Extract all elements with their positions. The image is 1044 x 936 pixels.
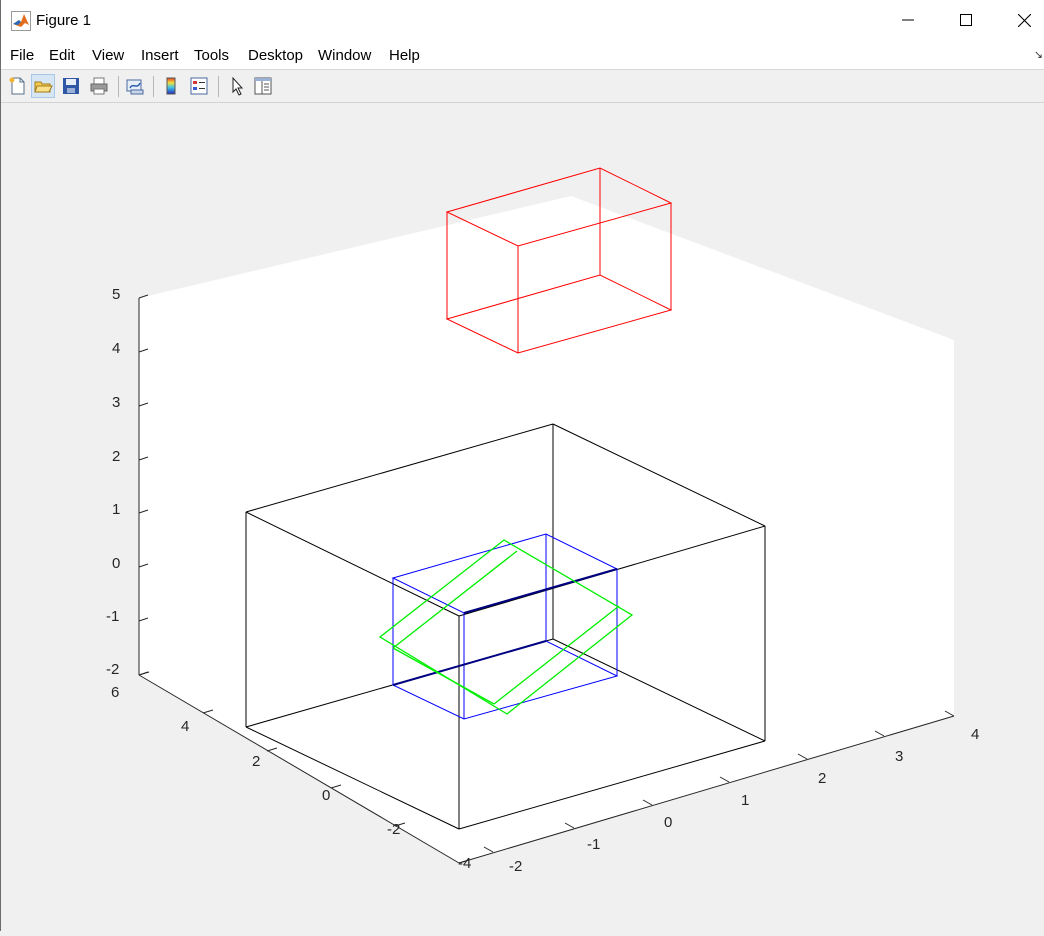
- z-tick-label: 4: [112, 340, 120, 357]
- property-inspector-icon: [254, 77, 272, 95]
- y-tick-labels: 6 4 2 0 -2 -4: [111, 684, 471, 872]
- open-file-icon: [34, 81, 53, 93]
- menu-file[interactable]: File: [10, 47, 35, 64]
- menu-bar: File Edit View Insert Tools Desktop Wind…: [1, 40, 1044, 70]
- close-icon: [1017, 13, 1031, 27]
- minimize-button[interactable]: [879, 0, 937, 40]
- z-tick-label: -1: [106, 608, 119, 625]
- insert-legend-button[interactable]: [187, 74, 211, 98]
- x-tick-label: 3: [895, 748, 903, 765]
- save-button[interactable]: [59, 74, 83, 98]
- new-figure-icon: [9, 77, 25, 95]
- y-tick-label: -2: [387, 821, 400, 838]
- title-bar[interactable]: Figure 1: [1, 0, 1044, 40]
- x-tick-label: 1: [741, 792, 749, 809]
- insert-colorbar-button[interactable]: [159, 74, 183, 98]
- x-axis-line: [458, 715, 955, 864]
- green-box: [378, 539, 634, 715]
- figure-toolbar: [1, 70, 1044, 103]
- window-title: Figure 1: [36, 12, 92, 29]
- new-figure-button[interactable]: [5, 74, 29, 98]
- x-tick-label: 4: [971, 726, 979, 743]
- z-tick-label: 2: [112, 448, 120, 465]
- x-tick-label: -1: [587, 836, 600, 853]
- property-inspector-button[interactable]: [251, 74, 275, 98]
- menu-edit[interactable]: Edit: [49, 47, 75, 64]
- matlab-logo-icon: [11, 11, 31, 31]
- x-tick-label: 2: [818, 770, 826, 787]
- z-tick-label: 0: [112, 555, 120, 572]
- menu-window[interactable]: Window: [318, 47, 372, 64]
- z-tick-label: 1: [112, 501, 120, 518]
- save-icon: [63, 78, 79, 94]
- minimize-icon: [902, 19, 914, 21]
- menu-insert[interactable]: Insert: [141, 47, 179, 64]
- y-axis-line: [138, 674, 460, 864]
- axes-3d[interactable]: 5 4 3 2 1 0 -1 -2 6 4 2: [1, 103, 1044, 931]
- menu-tools[interactable]: Tools: [194, 47, 230, 64]
- maximize-icon: [960, 14, 972, 26]
- menu-help[interactable]: Help: [389, 47, 420, 64]
- figure-canvas[interactable]: 5 4 3 2 1 0 -1 -2 6 4 2: [1, 103, 1044, 931]
- open-file-button[interactable]: [31, 74, 55, 98]
- y-tick-label: 0: [322, 787, 330, 804]
- link-plot-icon: [126, 79, 144, 95]
- red-box: [445, 167, 673, 354]
- y-tick-label: 6: [111, 684, 119, 701]
- insert-colorbar-icon: [166, 77, 176, 95]
- close-button[interactable]: [995, 0, 1044, 40]
- insert-legend-icon: [190, 77, 208, 95]
- z-tick-label: 5: [112, 286, 120, 303]
- toolbar-separator: [218, 76, 219, 97]
- axes-background: [139, 196, 954, 863]
- x-tick-labels: -2 -1 0 1 2 3 4: [509, 726, 979, 875]
- menu-view[interactable]: View: [92, 47, 125, 64]
- z-ticks: [138, 294, 149, 676]
- print-button[interactable]: [87, 74, 111, 98]
- blue-box: [391, 533, 619, 720]
- y-tick-label: 4: [181, 718, 189, 735]
- y-ticks: [138, 671, 470, 864]
- x-ticks: [483, 710, 955, 853]
- z-tick-label: 3: [112, 394, 120, 411]
- edit-plot-button[interactable]: [225, 74, 249, 98]
- toolbar-separator: [118, 76, 119, 97]
- dock-arrow-icon[interactable]: ↘: [1033, 49, 1043, 61]
- y-tick-label: 2: [252, 753, 260, 770]
- x-tick-label: -2: [509, 858, 522, 875]
- toolbar-separator: [153, 76, 154, 97]
- y-tick-label: -4: [458, 855, 471, 872]
- maximize-button[interactable]: [937, 0, 995, 40]
- link-plot-button[interactable]: [123, 74, 147, 98]
- z-tick-labels: 5 4 3 2 1 0 -1 -2: [106, 286, 120, 678]
- z-tick-label: -2: [106, 661, 119, 678]
- print-icon: [90, 77, 108, 95]
- x-tick-label: 0: [664, 814, 672, 831]
- menu-desktop[interactable]: Desktop: [248, 47, 304, 64]
- edit-plot-arrow-icon: [232, 76, 244, 96]
